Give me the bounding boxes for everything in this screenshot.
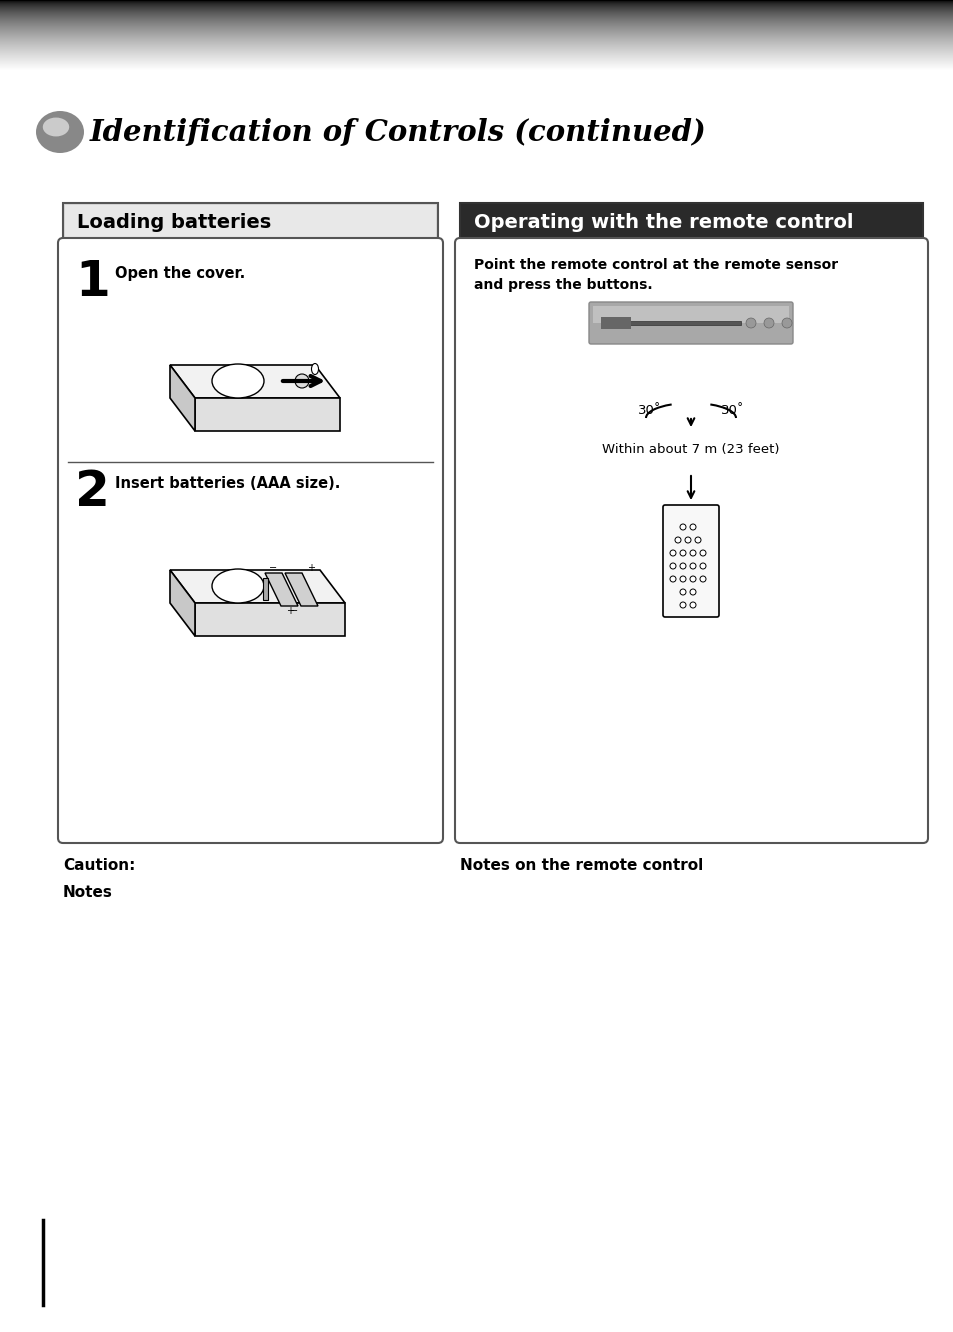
Ellipse shape [700, 563, 705, 569]
Ellipse shape [312, 364, 318, 374]
Ellipse shape [679, 550, 685, 555]
Ellipse shape [212, 364, 264, 398]
Ellipse shape [669, 575, 676, 582]
Ellipse shape [675, 537, 680, 543]
Ellipse shape [43, 117, 70, 136]
Text: −: − [290, 606, 297, 615]
Polygon shape [194, 603, 345, 635]
Ellipse shape [763, 318, 773, 328]
Text: Identification of Controls (continued): Identification of Controls (continued) [90, 117, 706, 147]
Ellipse shape [695, 537, 700, 543]
Ellipse shape [689, 550, 696, 555]
Ellipse shape [36, 111, 84, 153]
Ellipse shape [679, 523, 685, 530]
FancyBboxPatch shape [600, 317, 630, 329]
Text: Notes: Notes [63, 884, 112, 900]
Text: Caution:: Caution: [63, 858, 135, 872]
Ellipse shape [684, 537, 690, 543]
Polygon shape [265, 573, 297, 606]
FancyBboxPatch shape [455, 238, 927, 843]
Text: 30˚: 30˚ [637, 404, 660, 417]
Ellipse shape [669, 563, 676, 569]
Polygon shape [170, 365, 194, 432]
Text: Open the cover.: Open the cover. [115, 266, 245, 281]
Ellipse shape [689, 589, 696, 595]
Ellipse shape [745, 318, 755, 328]
Text: 2: 2 [75, 468, 110, 515]
FancyBboxPatch shape [620, 321, 740, 325]
Polygon shape [285, 573, 317, 606]
FancyBboxPatch shape [63, 202, 437, 242]
Text: Within about 7 m (23 feet): Within about 7 m (23 feet) [601, 444, 779, 456]
Ellipse shape [700, 575, 705, 582]
Ellipse shape [689, 523, 696, 530]
Ellipse shape [700, 550, 705, 555]
Ellipse shape [679, 563, 685, 569]
Ellipse shape [689, 575, 696, 582]
Text: +: + [307, 563, 314, 573]
Ellipse shape [689, 563, 696, 569]
FancyBboxPatch shape [459, 202, 923, 242]
Polygon shape [170, 570, 194, 635]
Ellipse shape [669, 550, 676, 555]
Text: Point the remote control at the remote sensor
and press the buttons.: Point the remote control at the remote s… [474, 258, 838, 292]
FancyBboxPatch shape [65, 205, 436, 241]
Polygon shape [170, 570, 345, 603]
FancyBboxPatch shape [588, 302, 792, 344]
Text: Operating with the remote control: Operating with the remote control [474, 213, 853, 233]
Ellipse shape [679, 589, 685, 595]
Ellipse shape [689, 602, 696, 607]
Text: Loading batteries: Loading batteries [77, 213, 271, 233]
Ellipse shape [294, 374, 309, 388]
Polygon shape [170, 365, 339, 398]
Ellipse shape [679, 602, 685, 607]
FancyBboxPatch shape [593, 306, 788, 322]
Polygon shape [263, 578, 268, 599]
Ellipse shape [679, 575, 685, 582]
Polygon shape [194, 398, 339, 432]
Text: 1: 1 [75, 258, 110, 306]
Text: +: + [286, 606, 294, 615]
Text: Notes on the remote control: Notes on the remote control [459, 858, 702, 872]
FancyBboxPatch shape [662, 505, 719, 617]
FancyBboxPatch shape [58, 238, 442, 843]
Ellipse shape [212, 569, 264, 603]
Text: 30˚: 30˚ [720, 404, 743, 417]
Text: −: − [269, 563, 276, 573]
Ellipse shape [781, 318, 791, 328]
Text: Insert batteries (AAA size).: Insert batteries (AAA size). [115, 476, 340, 492]
